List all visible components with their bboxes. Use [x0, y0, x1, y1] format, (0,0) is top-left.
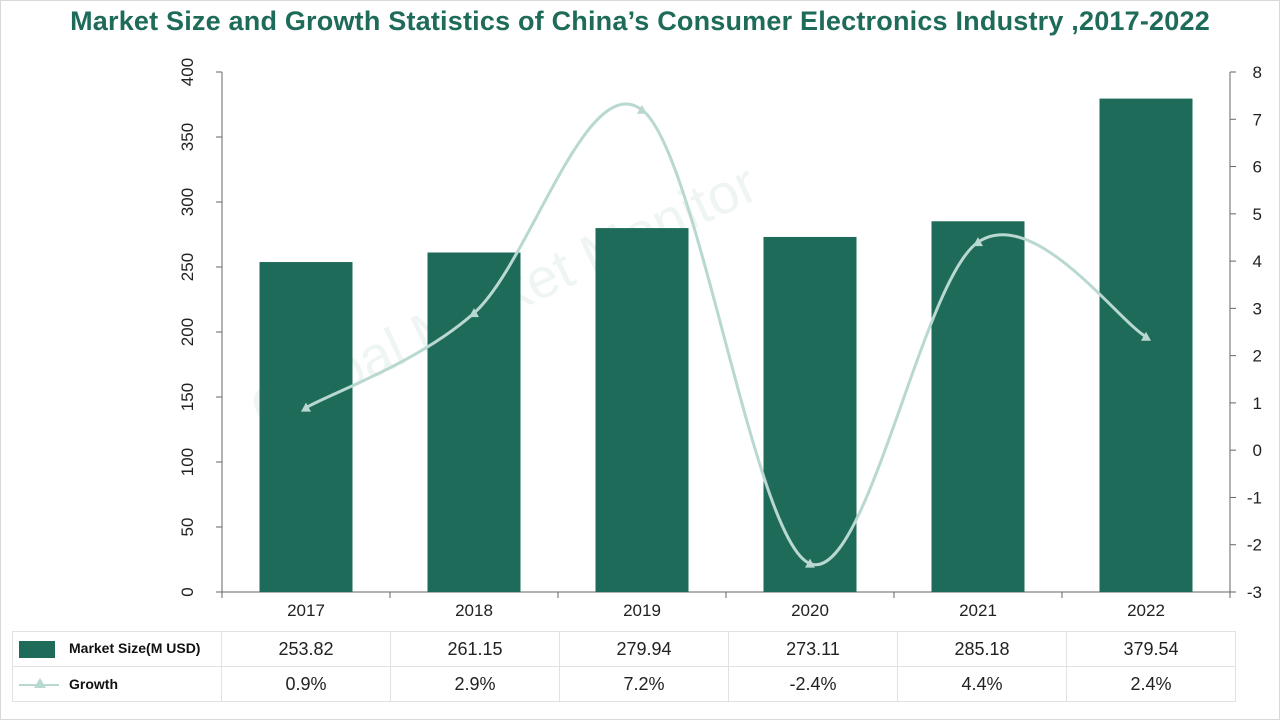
bar-2021 [931, 221, 1025, 593]
y-left-tick-label: 300 [178, 188, 197, 216]
y-right-tick-label: -3 [1247, 583, 1262, 602]
y-right-tick-label: 0 [1253, 441, 1262, 460]
bar-2022 [1099, 98, 1193, 593]
y-left-tick-label: 400 [178, 58, 197, 86]
x-tick-label: 2021 [959, 601, 997, 620]
line-legend-swatch [19, 678, 59, 692]
cell-growth-2020: -2.4% [728, 666, 898, 702]
chart-title: Market Size and Growth Statistics of Chi… [70, 6, 1210, 36]
x-tick-label: 2022 [1127, 601, 1165, 620]
growth-point-2017 [301, 402, 311, 412]
bar-legend-swatch [19, 640, 55, 658]
y-left-tick-label: 350 [178, 123, 197, 151]
y-right-tick-label: 1 [1253, 394, 1262, 413]
y-left-tick-label: 250 [178, 253, 197, 281]
y-right-tick-label: 7 [1253, 110, 1262, 129]
legend-label-market-size: Market Size(M USD) [69, 640, 201, 657]
legend-label-growth: Growth [69, 675, 118, 692]
bar-2018 [427, 252, 521, 592]
y-left-tick-label: 100 [178, 448, 197, 476]
x-tick-label: 2017 [287, 601, 325, 620]
table-row-market-size: Market Size(M USD) 253.82 261.15 279.94 … [12, 631, 1236, 667]
y-right-tick-label: -2 [1247, 536, 1262, 555]
y-left-tick-label: 200 [178, 318, 197, 346]
cell-growth-2021: 4.4% [897, 666, 1067, 702]
cell-growth-2018: 2.9% [390, 666, 560, 702]
cell-market-size-2019: 279.94 [559, 631, 729, 667]
x-tick-label: 2020 [791, 601, 829, 620]
growth-point-2020 [805, 558, 815, 568]
growth-point-2019 [637, 104, 647, 114]
y-right-tick-label: -1 [1247, 488, 1262, 507]
growth-point-2021 [973, 237, 983, 247]
growth-point-2018 [469, 308, 479, 318]
growth-point-2022 [1141, 331, 1151, 341]
cell-market-size-2020: 273.11 [728, 631, 898, 667]
legend-growth: Growth [12, 666, 222, 702]
bar-2020 [763, 236, 857, 592]
y-right-tick-label: 8 [1253, 63, 1262, 82]
bar-2019 [595, 228, 689, 592]
cell-market-size-2022: 379.54 [1066, 631, 1236, 667]
cell-growth-2017: 0.9% [221, 666, 391, 702]
x-tick-label: 2018 [455, 601, 493, 620]
y-right-tick-label: 6 [1253, 158, 1262, 177]
y-right-tick-label: 2 [1253, 347, 1262, 366]
cell-market-size-2018: 261.15 [390, 631, 560, 667]
y-left-tick-label: 50 [178, 518, 197, 537]
y-left-tick-label: 150 [178, 383, 197, 411]
chart-plot: Global Market Monitor 050100150200250300… [178, 58, 1262, 620]
cell-growth-2019: 7.2% [559, 666, 729, 702]
cell-market-size-2017: 253.82 [221, 631, 391, 667]
table-row-growth: Growth 0.9% 2.9% 7.2% -2.4% 4.4% 2.4% [12, 666, 1236, 702]
y-right-tick-label: 5 [1253, 205, 1262, 224]
legend-market-size: Market Size(M USD) [12, 631, 222, 667]
bar-2017 [259, 262, 353, 592]
x-tick-label: 2019 [623, 601, 661, 620]
y-right-tick-label: 4 [1253, 252, 1262, 271]
data-table: Market Size(M USD) 253.82 261.15 279.94 … [12, 631, 1236, 702]
cell-growth-2022: 2.4% [1066, 666, 1236, 702]
y-right-tick-label: 3 [1253, 299, 1262, 318]
y-left-tick-label: 0 [178, 587, 197, 596]
cell-market-size-2021: 285.18 [897, 631, 1067, 667]
